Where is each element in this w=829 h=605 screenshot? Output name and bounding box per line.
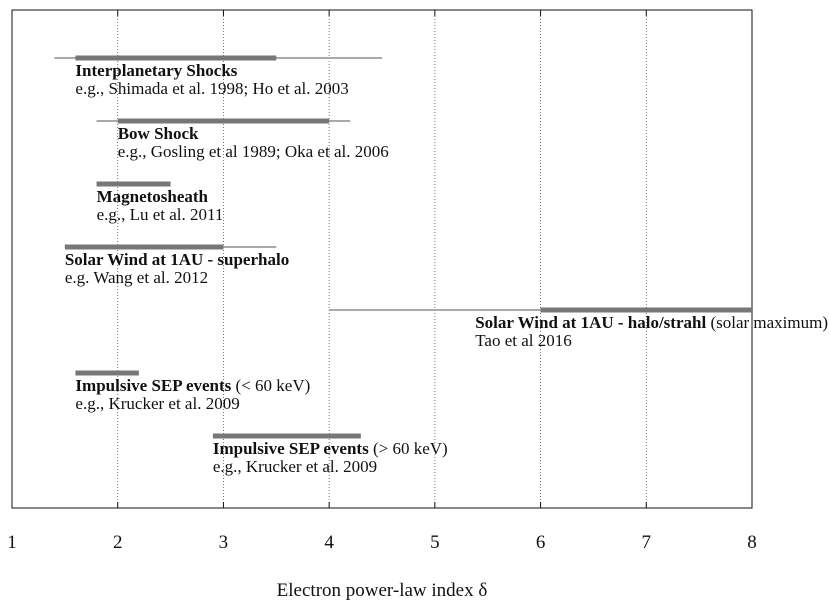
item-reference: e.g., Gosling et al 1989; Oka et al. 200… [118,142,389,161]
item-name: Solar Wind at 1AU - superhalo [65,250,289,269]
item-reference: e.g., Lu et al. 2011 [97,205,224,224]
item-reference: e.g., Krucker et al. 2009 [213,457,377,476]
x-tick-label: 4 [324,532,334,553]
item-note: (> 60 keV) [369,439,448,458]
item-label: Interplanetary Shocks [75,61,237,80]
item-name: Impulsive SEP events [75,376,231,395]
item-name: Solar Wind at 1AU - halo/strahl [475,313,706,332]
x-tick-label: 3 [219,532,229,553]
x-tick-label: 2 [113,532,123,553]
x-tick-label: 6 [536,532,546,553]
item-label: Bow Shock [118,124,199,143]
x-tick-label: 7 [642,532,652,553]
item-note: (solar maximum) [706,313,828,332]
item-name: Interplanetary Shocks [75,61,237,80]
plot-frame [11,9,753,509]
item-label: Magnetosheath [97,187,209,206]
x-tick-label: 1 [7,532,17,553]
item-label: Impulsive SEP events (> 60 keV) [213,439,448,458]
item-name: Bow Shock [118,124,199,143]
item-label: Solar Wind at 1AU - halo/strahl (solar m… [475,313,828,332]
item-reference: e.g., Shimada et al. 1998; Ho et al. 200… [75,79,348,98]
x-tick-label: 8 [747,532,757,553]
item-name: Impulsive SEP events [213,439,369,458]
item-label: Impulsive SEP events (< 60 keV) [75,376,310,395]
x-tick-label: 5 [430,532,440,553]
item-note: (< 60 keV) [231,376,310,395]
item-reference: e.g. Wang et al. 2012 [65,268,208,287]
item-reference: Tao et al 2016 [475,331,572,350]
item-reference: e.g., Krucker et al. 2009 [75,394,239,413]
item-label: Solar Wind at 1AU - superhalo [65,250,289,269]
item-name: Magnetosheath [97,187,209,206]
x-axis-label: Electron power-law index δ [277,580,488,601]
